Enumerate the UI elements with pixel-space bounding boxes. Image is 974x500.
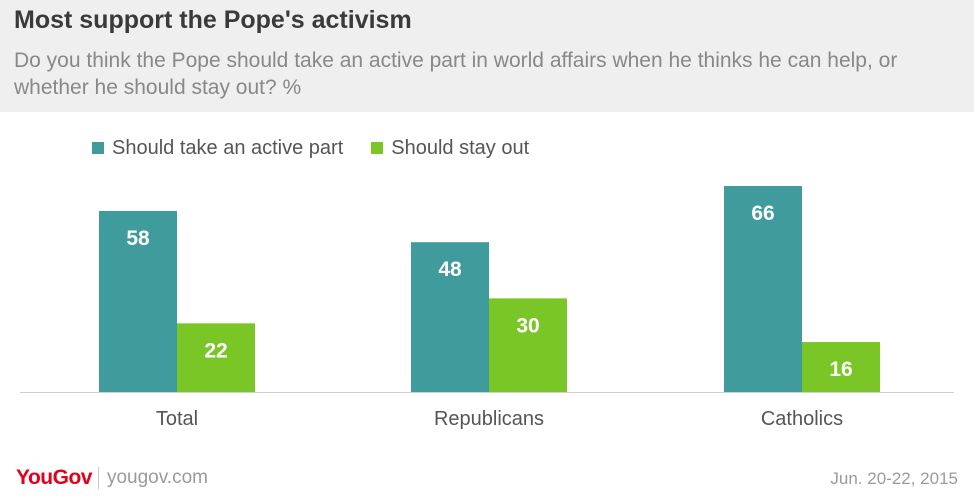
data-label: 22 xyxy=(204,339,227,362)
legend-label-stay-out: Should stay out xyxy=(391,136,530,159)
data-label: 48 xyxy=(438,258,462,281)
data-label: 58 xyxy=(126,227,150,250)
footer-site: yougov.com xyxy=(106,467,208,488)
chart-title: Most support the Pope's activism xyxy=(14,6,412,34)
bar-republicans-active xyxy=(411,242,489,392)
chart-subtitle: Do you think the Pope should take an act… xyxy=(14,49,898,99)
bar-total-stay-out xyxy=(177,323,255,392)
footer-divider xyxy=(97,467,99,489)
footer-brand: YouGov yougov.com xyxy=(16,466,208,490)
yougov-logo: YouGov xyxy=(16,466,92,489)
legend-swatch-stay-out xyxy=(371,142,384,154)
legend-item-active: Should take an active part xyxy=(92,137,343,160)
footer-date: Jun. 20-22, 2015 xyxy=(830,469,958,488)
bar-catholics-active xyxy=(724,186,802,392)
data-label: 16 xyxy=(829,358,852,381)
legend-swatch-active xyxy=(92,142,104,154)
bar-republicans-stay-out xyxy=(489,298,567,392)
x-tick-label: Catholics xyxy=(761,408,843,430)
legend-item-stay-out: Should stay out xyxy=(371,137,529,160)
bar-catholics-stay-out xyxy=(802,342,880,392)
x-tick-label: Total xyxy=(156,408,198,430)
data-label: 66 xyxy=(751,202,774,225)
bar-chart: 58 22 Total 48 30 Republicans 66 16 Catholics xyxy=(20,186,954,430)
legend-label-active: Should take an active part xyxy=(112,136,344,159)
data-label: 30 xyxy=(516,314,539,337)
legend: Should take an active part Should stay o… xyxy=(92,134,557,162)
header-band: Most support the Pope's activism Do you … xyxy=(0,0,974,112)
x-tick-label: Republicans xyxy=(434,408,544,430)
bar-total-active xyxy=(99,210,177,392)
